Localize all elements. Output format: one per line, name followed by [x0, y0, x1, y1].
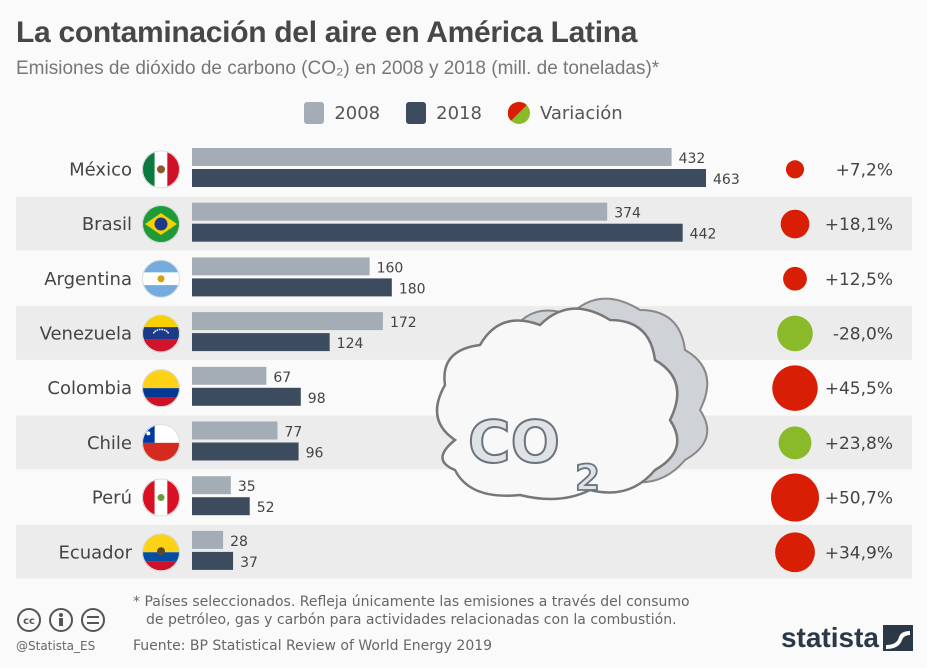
- bar-value-label: 67: [273, 370, 291, 386]
- category-label: México: [69, 159, 132, 180]
- brazil-flag-icon: [142, 205, 180, 244]
- footnote-line-2: de petróleo, gas y carbón para actividad…: [146, 612, 677, 628]
- bar-value-label: 180: [399, 281, 426, 297]
- bar-2018: [192, 333, 330, 352]
- attribution-icon: [59, 613, 63, 617]
- statista-logo: statista: [781, 622, 913, 654]
- bar-2008: [192, 257, 370, 276]
- bar-2018: [192, 387, 301, 406]
- variation-bubble: [783, 266, 807, 291]
- cc-icon: cc: [23, 616, 35, 627]
- variation-bubble: [771, 473, 819, 522]
- legend-label-2018: 2018: [436, 102, 482, 124]
- bar-value-label: 35: [238, 479, 256, 495]
- co2-text: CO: [468, 408, 560, 476]
- row-México: México 432 463 +7,2%: [69, 148, 893, 189]
- bar-value-label: 124: [337, 336, 364, 352]
- bar-value-label: 96: [306, 446, 324, 462]
- bar-value-label: 432: [679, 151, 706, 167]
- bar-value-label: 160: [377, 260, 404, 276]
- variation-bubble: [780, 209, 810, 239]
- bar-2008: [192, 148, 672, 166]
- co2-cloud-illustration: CO 2: [435, 297, 709, 501]
- bar-value-label: 28: [230, 534, 248, 550]
- variation-label: +7,2%: [836, 160, 893, 180]
- row-Colombia: Colombia 67 98 +45,5%: [47, 365, 893, 411]
- bar-2008: [192, 202, 608, 221]
- footnote-line-1: * Países seleccionados. Refleja únicamen…: [133, 594, 690, 610]
- bar-2018: [192, 278, 392, 297]
- variation-legend-icon: [507, 102, 530, 124]
- legend-item-2018: 2018: [406, 102, 482, 124]
- bar-value-label: 52: [257, 500, 275, 516]
- twitter-handle: @Statista_ES: [16, 639, 96, 653]
- variation-label: +50,7%: [825, 489, 893, 509]
- row-Ecuador: Ecuador 28 37 +34,9%: [16, 524, 912, 579]
- co2-subscript: 2: [575, 458, 600, 499]
- variation-bubble: [775, 532, 815, 573]
- category-label: Chile: [87, 433, 132, 454]
- legend-label-variation: Variación: [539, 102, 623, 124]
- bar-value-label: 77: [284, 425, 302, 441]
- variation-label: +45,5%: [825, 379, 893, 399]
- variation-bubble: [785, 160, 805, 179]
- bar-value-label: 98: [308, 391, 326, 407]
- legend-swatch-2008: [304, 102, 325, 124]
- legend-label-2008: 2008: [334, 102, 381, 124]
- variation-label: +18,1%: [825, 215, 893, 235]
- chart-title: La contaminación del aire en América Lat…: [16, 16, 638, 49]
- bar-2008: [192, 421, 278, 440]
- bar-value-label: 172: [390, 315, 417, 331]
- bar-2008: [192, 312, 383, 331]
- source: Fuente: BP Statistical Review of World E…: [133, 638, 493, 654]
- bar-2018: [192, 442, 299, 461]
- bar-2008: [192, 366, 267, 385]
- category-label: Colombia: [47, 378, 132, 399]
- variation-label: +12,5%: [825, 270, 893, 290]
- category-label: Venezuela: [40, 323, 132, 344]
- variation-bubble: [772, 365, 818, 411]
- variation-label: -28,0%: [833, 324, 893, 344]
- bar-value-label: 374: [614, 206, 641, 222]
- bar-2008: [192, 530, 224, 549]
- bar-2018: [192, 169, 706, 187]
- bar-value-label: 442: [690, 227, 717, 243]
- bar-chart: México 432 463 +7,2% Brasil 374 442 +18,1% Argen…: [16, 148, 912, 579]
- colombia-flag-icon: [142, 369, 180, 408]
- license-icons: cc: [17, 608, 105, 632]
- bar-2018: [192, 551, 234, 570]
- brand-name: statista: [780, 622, 879, 653]
- category-label: Perú: [92, 488, 132, 509]
- bar-value-label: 463: [713, 172, 740, 188]
- variation-bubble: [777, 315, 813, 352]
- bar-2018: [192, 497, 250, 516]
- legend: 2008 2018 Variación: [0, 102, 927, 124]
- statista-logo-icon: [883, 625, 913, 651]
- bar-2018: [192, 223, 683, 242]
- legend-item-variation: Variación: [507, 102, 623, 124]
- category-label: Ecuador: [58, 542, 132, 563]
- bar-value-label: 37: [240, 555, 258, 571]
- legend-item-2008: 2008: [304, 102, 380, 124]
- row-Brasil: Brasil 374 442 +18,1%: [16, 196, 912, 251]
- ecuador-flag-icon: [142, 533, 180, 572]
- category-label: Argentina: [44, 269, 132, 290]
- row-Argentina: Argentina 160 180 +12,5%: [44, 257, 893, 298]
- chile-flag-icon: [142, 423, 180, 462]
- legend-swatch-2018: [406, 102, 427, 124]
- variation-label: +23,8%: [825, 434, 893, 454]
- chart-subtitle: Emisiones de dióxido de carbono (CO₂) en…: [16, 58, 660, 79]
- variation-label: +34,9%: [825, 543, 893, 563]
- variation-bubble: [778, 426, 812, 460]
- no-derivatives-icon: [87, 616, 99, 624]
- bar-2008: [192, 476, 231, 495]
- category-label: Brasil: [82, 214, 132, 235]
